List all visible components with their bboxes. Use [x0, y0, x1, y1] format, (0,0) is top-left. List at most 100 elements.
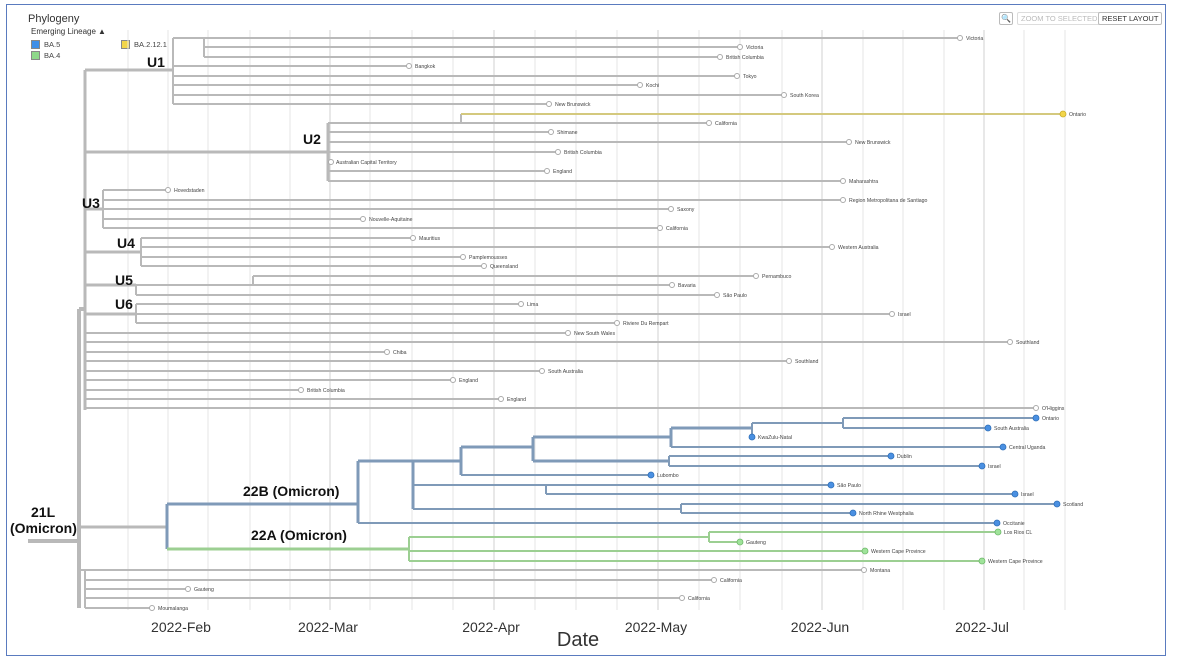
clade-22b-branches: [165, 417, 1057, 549]
tip-label: England: [553, 169, 572, 175]
tip-label: Southland: [795, 359, 818, 365]
legend-swatch-ba4: [31, 51, 40, 60]
tip-label: California: [720, 578, 742, 584]
legend-label-ba2121: BA.2.12.1: [134, 40, 167, 49]
tip-label: Western Cape Province: [871, 549, 926, 555]
tip-label: Mauritius: [419, 236, 440, 242]
tip-label: Israel: [1021, 492, 1034, 498]
tip-label: KwaZulu-Natal: [758, 435, 792, 441]
tip-label: Pamplemousses: [469, 255, 508, 261]
chevron-up-icon[interactable]: ▲: [97, 27, 106, 36]
gray-branches: [28, 37, 1036, 609]
legend-item-ba2121[interactable]: BA.2.12.1: [121, 40, 167, 49]
clade-label-22b: 22B (Omicron): [243, 483, 339, 499]
clade-label-21l-line1: 21L: [31, 504, 56, 520]
tip-label: Bangkok: [415, 64, 436, 70]
legend-label-ba4: BA.4: [44, 51, 61, 60]
tip-label: New South Wales: [574, 331, 615, 337]
search-icon[interactable]: 🔍: [999, 12, 1013, 25]
tip-label: São Paulo: [723, 293, 747, 299]
clade-label-u4: U4: [117, 235, 135, 251]
legend-swatch-ba2121: [121, 40, 130, 49]
tip-label: British Columbia: [307, 388, 345, 394]
tick-label: 2022-Mar: [298, 619, 358, 635]
tip-label: North Rhine Westphalia: [859, 511, 914, 517]
tip-label: Region Metropolitana de Santiago: [849, 198, 928, 204]
tip-label: South Korea: [790, 93, 819, 99]
reset-layout-button[interactable]: RESET LAYOUT: [1098, 12, 1163, 25]
clade-label-u1: U1: [147, 54, 165, 70]
tip-label: Queensland: [490, 264, 518, 270]
clade-22a-branches: [167, 531, 998, 562]
x-axis-label: Date: [557, 629, 599, 651]
tip-label: São Paulo: [837, 483, 861, 489]
tip-label: Saxony: [677, 207, 695, 213]
tip-label: Ontario: [1042, 416, 1059, 422]
tip-label: Moumalanga: [158, 606, 188, 612]
tip-label: Central Uganda: [1009, 445, 1045, 451]
tip-label: New Brunswick: [855, 140, 891, 146]
tip-labels: Victoria Victoria British Columbia Bangk…: [158, 36, 1086, 612]
tip-label: California: [688, 596, 710, 602]
tip-label: Kochi: [646, 83, 659, 89]
tip-label: Maharashtra: [849, 179, 878, 185]
clade-label-u5: U5: [115, 272, 133, 288]
tip-label: Gauteng: [746, 540, 766, 546]
tip-label: Los Rios CL: [1004, 530, 1032, 536]
legend-header[interactable]: Emerging Lineage ▲: [31, 27, 106, 36]
tip-label: British Columbia: [564, 150, 602, 156]
tip-label: Australian Capital Territory: [336, 160, 397, 166]
clade-label-u2: U2: [303, 131, 321, 147]
tip-label: England: [459, 378, 478, 384]
tip-label: Chiba: [393, 350, 407, 356]
tip-label: South Australia: [994, 426, 1029, 432]
tick-label: 2022-Apr: [462, 619, 520, 635]
tip-label: Dublin: [897, 454, 912, 460]
tip-label: California: [666, 226, 688, 232]
legend-item-ba5[interactable]: BA.5: [31, 40, 60, 49]
tip-circles: [149, 35, 1067, 611]
tip-label: Riviere Du Rempart: [623, 321, 669, 327]
tip-label: Occitanie: [1003, 521, 1025, 527]
tip-label: Western Australia: [838, 245, 879, 251]
tick-label: 2022-Jul: [955, 619, 1009, 635]
tip-label: British Columbia: [726, 55, 764, 61]
clade-label-u6: U6: [115, 296, 133, 312]
tip-label: Western Cape Province: [988, 559, 1043, 565]
phylogeny-panel: [6, 4, 1166, 656]
tip-label: California: [715, 121, 737, 127]
tip-label: Victoria: [966, 36, 983, 42]
clade-labels: U1 U2 U3 U4 U5 U6 22B (Omicron) 22A (Omi…: [10, 54, 347, 543]
tip-label: Ontario: [1069, 112, 1086, 118]
tip-label: Victoria: [746, 45, 763, 51]
tip-label: Hovedstaden: [174, 188, 205, 194]
tip-label: Gauteng: [194, 587, 214, 593]
tip-label: Scotland: [1063, 502, 1083, 508]
tip-label: Israel: [898, 312, 911, 318]
legend-item-ba4[interactable]: BA.4: [31, 51, 60, 60]
tick-label: 2022-Jun: [791, 619, 849, 635]
tip-label: Israel: [988, 464, 1001, 470]
tick-label: 2022-Feb: [151, 619, 211, 635]
clade-label-u3: U3: [82, 195, 100, 211]
tip-label: Southland: [1016, 340, 1039, 346]
clade-label-22a: 22A (Omicron): [251, 527, 347, 543]
tip-label: O'Higgins: [1042, 406, 1065, 412]
tip-label: Bavaria: [678, 283, 696, 289]
panel-title: Phylogeny: [28, 13, 80, 25]
tip-label: Montana: [870, 568, 890, 574]
legend-swatch-ba5: [31, 40, 40, 49]
clade-label-21l-line2: (Omicron): [10, 520, 77, 536]
tip-label: Nouvelle-Aquitaine: [369, 217, 413, 223]
tick-label: 2022-May: [625, 619, 687, 635]
tip-label: South Australia: [548, 369, 583, 375]
tip-label: Tokyo: [743, 74, 757, 80]
tip-label: Shimane: [557, 130, 578, 136]
tip-label: Lubombo: [657, 473, 679, 479]
tip-label: Pernambuco: [762, 274, 792, 280]
legend-header-label: Emerging Lineage: [31, 27, 96, 36]
time-axis: 2022-Feb 2022-Mar 2022-Apr 2022-May 2022…: [151, 619, 1009, 651]
legend-label-ba5: BA.5: [44, 40, 61, 49]
tip-label: New Brunswick: [555, 102, 591, 108]
